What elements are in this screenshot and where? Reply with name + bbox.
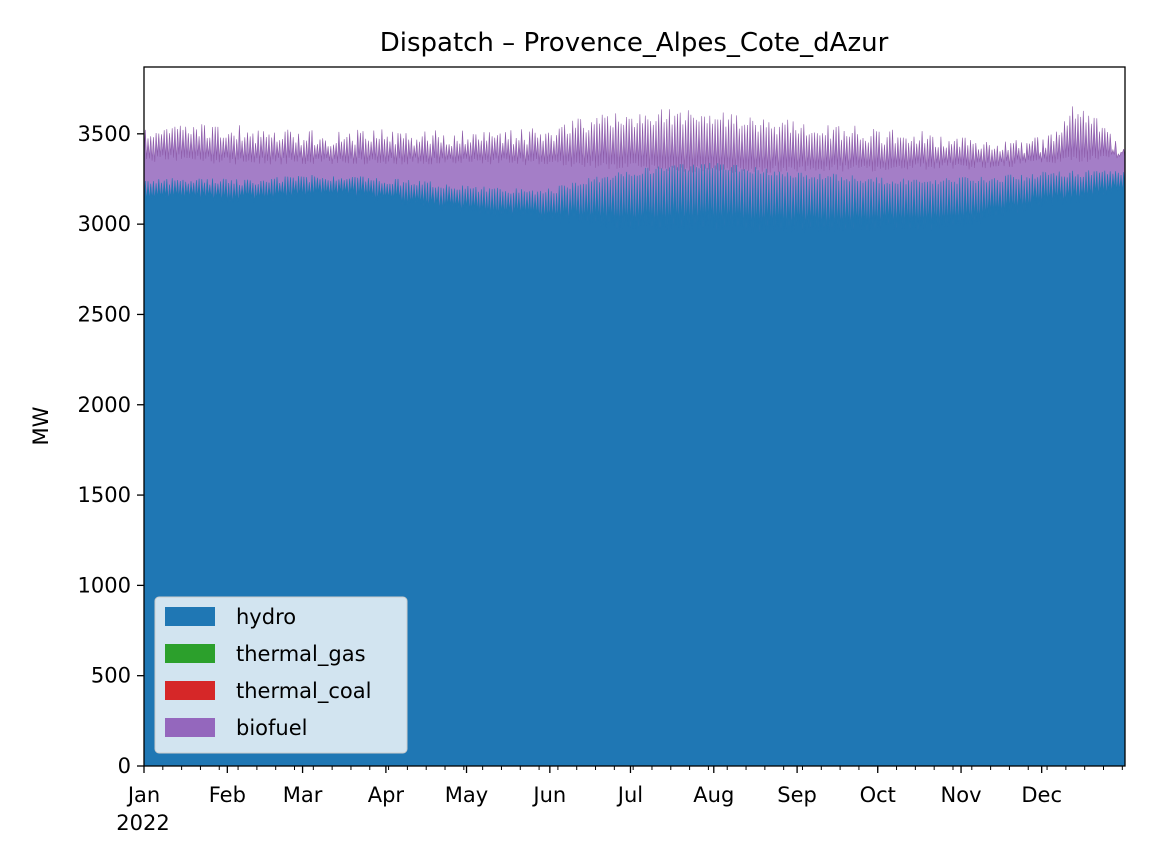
x-tick-label: Jun — [531, 783, 566, 807]
legend-label-thermal-coal: thermal_coal — [236, 679, 372, 704]
legend-label-biofuel: biofuel — [236, 716, 307, 740]
legend-label-hydro: hydro — [236, 605, 296, 629]
x-tick-label: Nov — [941, 783, 982, 807]
x-tick-label: Jul — [616, 783, 643, 807]
y-axis-label: MW — [29, 406, 53, 445]
x-tick-label: Oct — [860, 783, 896, 807]
y-tick-label: 3500 — [78, 122, 131, 146]
x-tick-label: Mar — [283, 783, 323, 807]
x-tick-label: Jan — [126, 783, 160, 807]
legend-swatch-thermal-coal — [165, 681, 215, 700]
legend-label-thermal-gas: thermal_gas — [236, 642, 366, 667]
chart-title: Dispatch – Provence_Alpes_Cote_dAzur — [380, 28, 889, 58]
x-axis: Jan Feb Mar Apr May Jun Jul Aug Sep Oct Nov Dec — [126, 766, 1123, 807]
y-tick-label: 500 — [91, 664, 131, 688]
y-axis: 0 500 1000 1500 2000 2500 3000 3500 — [78, 122, 144, 778]
y-tick-label: 0 — [118, 754, 131, 778]
legend-swatch-biofuel — [165, 718, 215, 737]
x-tick-label: Apr — [368, 783, 405, 807]
x-tick-label: May — [445, 783, 488, 807]
legend-swatch-hydro — [165, 607, 215, 626]
x-tick-label: Aug — [693, 783, 734, 807]
x-tick-label: Feb — [209, 783, 246, 807]
x-axis-year-label: 2022 — [116, 811, 169, 835]
legend-box — [154, 596, 408, 754]
x-tick-label: Sep — [777, 783, 817, 807]
y-tick-label: 2000 — [78, 393, 131, 417]
y-tick-label: 1000 — [78, 573, 131, 597]
y-tick-label: 3000 — [78, 212, 131, 236]
plot-frame — [143, 66, 1126, 767]
y-tick-label: 2500 — [78, 302, 131, 326]
legend-swatch-thermal-gas — [165, 644, 215, 663]
x-tick-label: Dec — [1021, 783, 1062, 807]
y-tick-label: 1500 — [78, 483, 131, 507]
